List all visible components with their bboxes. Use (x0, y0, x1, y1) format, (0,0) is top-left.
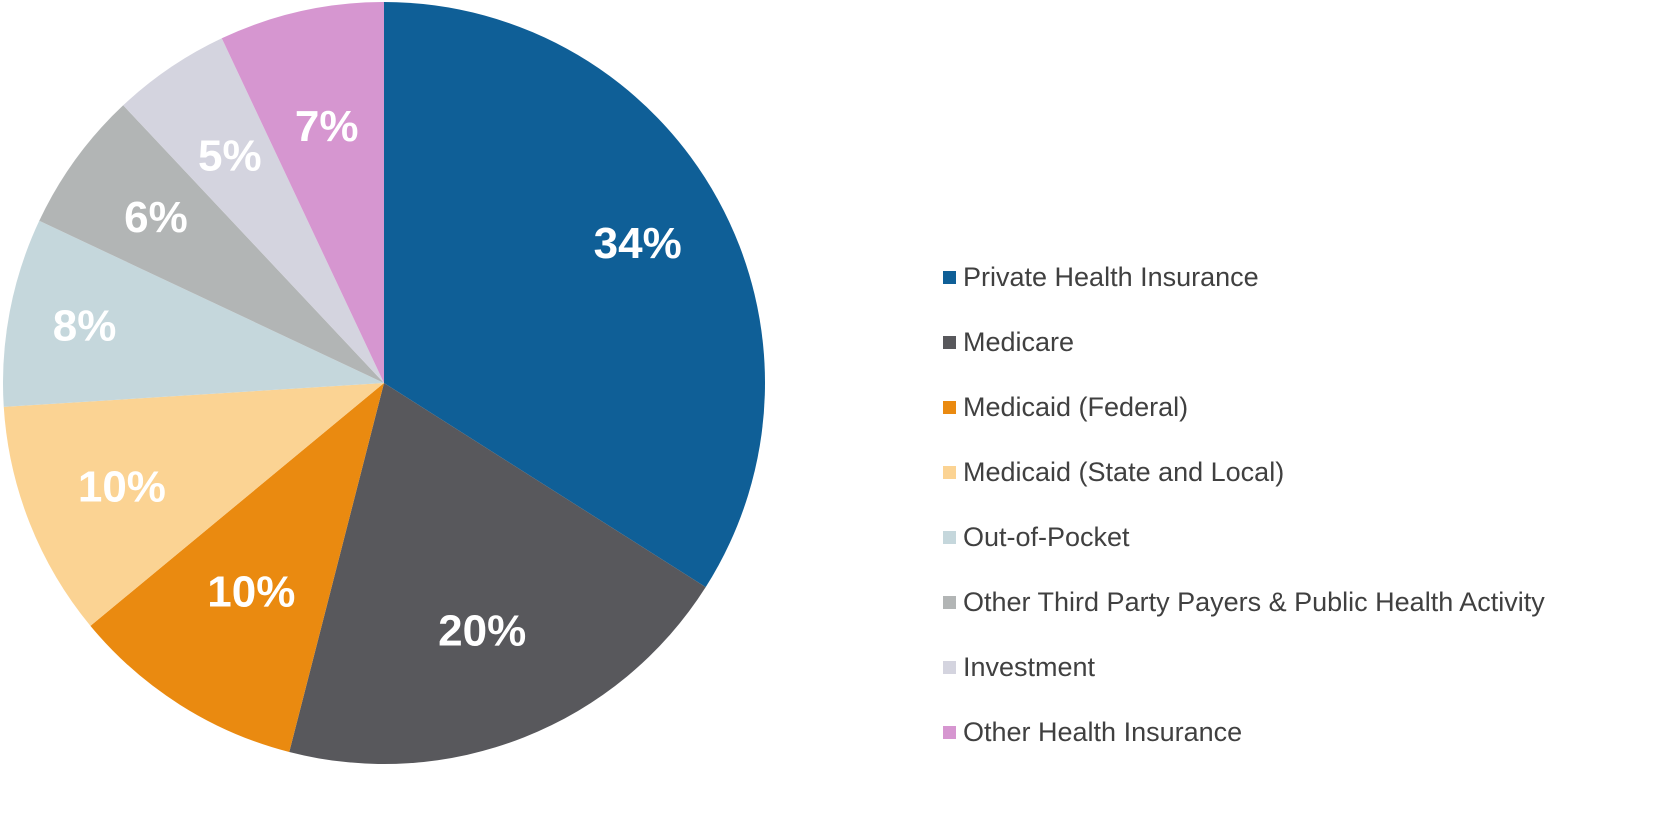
legend-item-investment: Investment (943, 652, 1545, 682)
legend-swatch (943, 400, 956, 414)
legend-label: Out-of-Pocket (963, 521, 1130, 552)
data-label-other-third-party-payers-public-health-activity: 6% (124, 193, 188, 242)
legend-item-medicare: Medicare (943, 327, 1545, 357)
chart-legend: Private Health Insurance Medicare Medicaid… (943, 262, 1545, 782)
data-label-medicaid-federal: 10% (207, 568, 295, 617)
legend-item-out-of-pocket: Out-of-Pocket (943, 522, 1545, 552)
pie-slices (2, 2, 766, 764)
legend-swatch (943, 465, 956, 479)
legend-swatch (943, 335, 956, 349)
pie-slice-medicaid-state-and-local (3, 383, 384, 626)
pie-slice-medicaid-federal (90, 383, 385, 753)
pie-slice-private-health-insurance (384, 2, 766, 588)
pie-slice-other-third-party-payers-public-health-activity (39, 105, 384, 383)
data-label-other-health-insurance: 7% (295, 102, 359, 151)
pie-slice-out-of-pocket (2, 220, 385, 407)
legend-label: Medicaid (Federal) (963, 391, 1189, 422)
pie-slice-investment (123, 38, 384, 383)
pie-slice-other-health-insurance (221, 2, 384, 383)
legend-label: Other Health Insurance (963, 716, 1243, 747)
legend-item-medicaid-state-and-local: Medicaid (State and Local) (943, 457, 1545, 487)
legend-label: Medicare (963, 326, 1075, 357)
legend-item-other-health-insurance: Other Health Insurance (943, 717, 1545, 747)
data-label-medicare: 20% (438, 607, 526, 656)
legend-swatch (943, 270, 956, 284)
pie-chart: 34% 20% 10% 10% 8% 6%5% 7% (2, 2, 766, 764)
data-label-medicaid-state-and-local: 10% (78, 462, 166, 511)
legend-swatch (943, 725, 956, 739)
pie-slice-medicare (289, 383, 706, 764)
legend-swatch (943, 595, 956, 609)
legend-item-medicaid-federal: Medicaid (Federal) (943, 392, 1545, 422)
legend-label: Other Third Party Payers & Public Health… (963, 586, 1545, 617)
legend-swatch (943, 530, 956, 544)
legend-item-other-third-party-payers-public-health-activity: Other Third Party Payers & Public Health… (943, 587, 1545, 617)
data-label-out-of-pocket: 8% (53, 301, 117, 350)
legend-item-private-health-insurance: Private Health Insurance (943, 262, 1545, 292)
legend-label: Investment (963, 651, 1096, 682)
legend-label: Private Health Insurance (963, 261, 1259, 292)
pie-data-labels: 34% 20% 10% 10% 8% 6%5% 7% (53, 102, 682, 656)
data-label-investment: 5% (198, 132, 262, 181)
legend-swatch (943, 660, 956, 674)
legend-label: Medicaid (State and Local) (963, 456, 1285, 487)
data-label-private-health-insurance: 34% (594, 219, 682, 268)
